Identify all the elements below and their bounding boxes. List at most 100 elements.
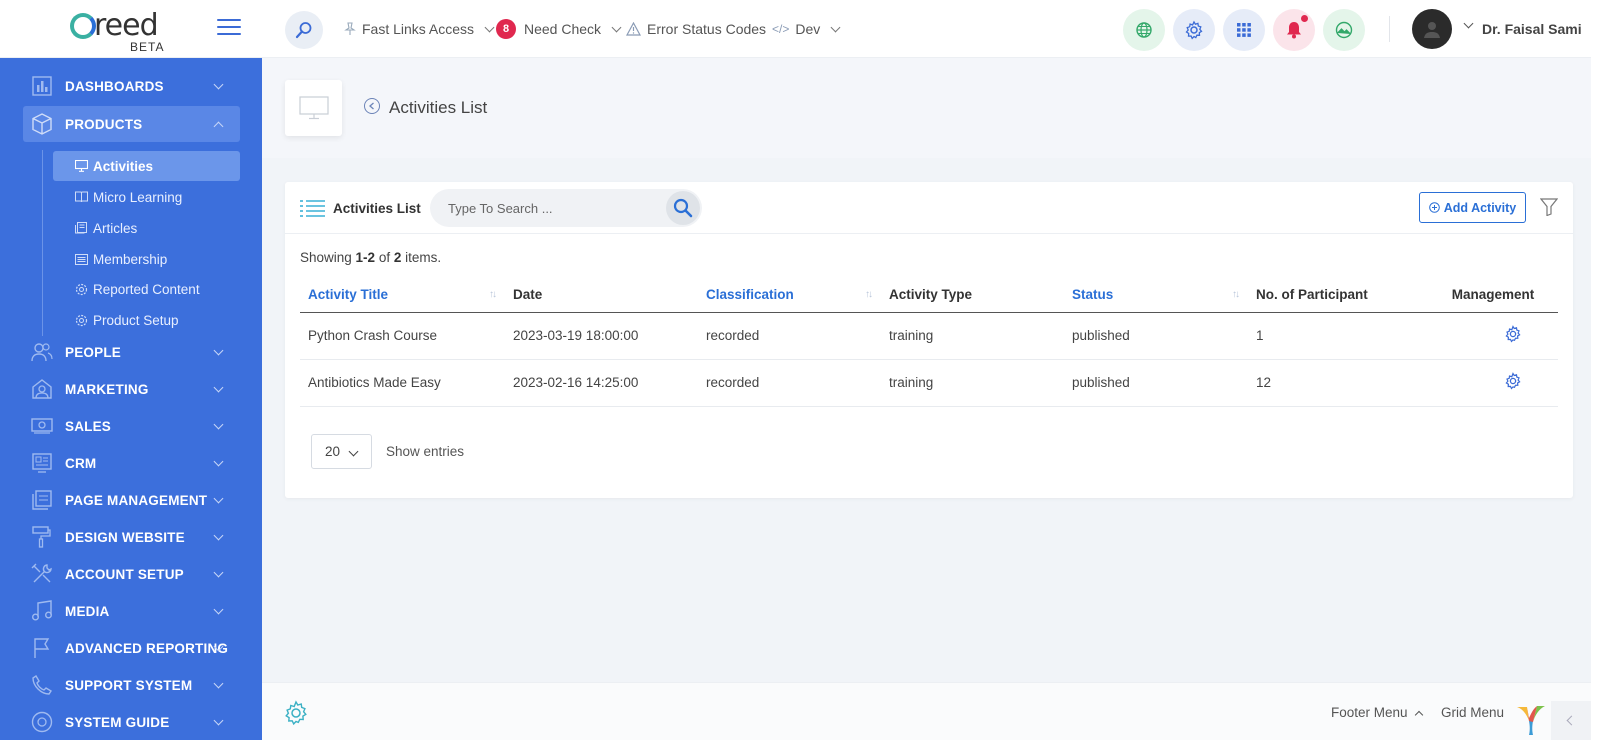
column-header-participants: No. of Participant bbox=[1248, 277, 1428, 313]
sidebar-item-account-setup[interactable]: ACCOUNT SETUP bbox=[23, 556, 240, 592]
sidebar-subitem-membership[interactable]: Membership bbox=[53, 244, 240, 274]
nav-need-check[interactable]: 8 Need Check bbox=[496, 0, 622, 58]
sidebar-item-label: DESIGN WEBSITE bbox=[65, 529, 185, 545]
chevron-up-icon bbox=[213, 121, 224, 132]
nav-dev[interactable]: </> Dev bbox=[772, 0, 841, 58]
cell-classification: recorded bbox=[698, 359, 881, 407]
sidebar-item-design-website[interactable]: DESIGN WEBSITE bbox=[23, 519, 240, 555]
logo-beta: BETA bbox=[130, 39, 165, 54]
sidebar-subitem-product-setup[interactable]: Product Setup bbox=[53, 305, 240, 335]
sidebar-item-support-system[interactable]: SUPPORT SYSTEM bbox=[23, 667, 240, 703]
collapse-panel-button[interactable] bbox=[1551, 701, 1591, 740]
cell-management bbox=[1428, 359, 1558, 407]
cell-title: Python Crash Course bbox=[300, 312, 505, 360]
gallery-button[interactable] bbox=[1323, 9, 1365, 51]
sidebar-item-dashboards[interactable]: DASHBOARDS bbox=[23, 68, 240, 104]
user-name[interactable]: Dr. Faisal Sami bbox=[1482, 21, 1582, 37]
box-icon bbox=[31, 113, 53, 135]
column-header-activity-title[interactable]: Activity Title ↑↓ bbox=[300, 277, 505, 313]
sidebar-item-advanced-reporting[interactable]: ADVANCED REPORTING bbox=[23, 630, 240, 666]
sidebar-item-media[interactable]: MEDIA bbox=[23, 593, 240, 629]
warning-icon bbox=[626, 22, 641, 36]
header-divider bbox=[1389, 16, 1390, 42]
footer bbox=[262, 682, 1600, 740]
settings-button[interactable] bbox=[1173, 9, 1215, 51]
menu-toggle-icon[interactable] bbox=[217, 18, 241, 37]
column-header-classification[interactable]: Classification ↑↓ bbox=[698, 277, 881, 313]
sidebar-item-label: CRM bbox=[65, 455, 97, 471]
paint-roller-icon bbox=[31, 526, 53, 548]
per-page-select[interactable]: 20 bbox=[311, 434, 372, 469]
sort-icon: ↑↓ bbox=[489, 289, 497, 300]
gear-icon[interactable] bbox=[1504, 325, 1522, 343]
back-button[interactable] bbox=[364, 98, 380, 114]
activities-table: Activity Title ↑↓ Date Classification ↑↓ A… bbox=[300, 277, 1558, 407]
column-header-status[interactable]: Status ↑↓ bbox=[1064, 277, 1248, 313]
sidebar-subitem-label: Articles bbox=[93, 220, 138, 236]
sidebar-item-label: SUPPORT SYSTEM bbox=[65, 677, 193, 693]
sidebar-item-label: MARKETING bbox=[65, 381, 149, 397]
chevron-down-icon bbox=[213, 567, 224, 578]
sidebar-subitem-reported-content[interactable]: Reported Content bbox=[53, 274, 240, 304]
plus-circle-icon bbox=[1428, 202, 1440, 213]
showing-prefix: Showing bbox=[300, 250, 356, 265]
grid-menu-toggle[interactable]: Grid Menu bbox=[1441, 705, 1505, 720]
add-activity-label: Add Activity bbox=[1443, 200, 1517, 215]
sidebar-item-marketing[interactable]: MARKETING bbox=[23, 371, 240, 407]
chevron-down-icon bbox=[213, 493, 224, 504]
filter-icon[interactable] bbox=[1540, 198, 1558, 216]
chevron-down-icon bbox=[213, 79, 224, 90]
user-menu-chevron-icon[interactable] bbox=[1463, 18, 1474, 29]
logo[interactable]: reed BETA bbox=[70, 7, 170, 54]
showing-suffix: items. bbox=[401, 250, 442, 265]
search-icon bbox=[673, 198, 693, 218]
cell-type: training bbox=[881, 359, 1064, 407]
notifications-button[interactable] bbox=[1273, 9, 1315, 51]
nav-error-status-codes[interactable]: Error Status Codes bbox=[626, 0, 766, 58]
gear-icon[interactable] bbox=[283, 700, 309, 726]
sidebar-item-label: PAGE MANAGEMENT bbox=[65, 492, 208, 508]
globe-icon bbox=[1136, 22, 1152, 38]
sidebar-item-sales[interactable]: SALES bbox=[23, 408, 240, 444]
sidebar-subitem-label: Membership bbox=[93, 251, 168, 267]
sidebar-item-system-guide[interactable]: SYSTEM GUIDE bbox=[23, 704, 240, 740]
sort-icon: ↑↓ bbox=[1232, 289, 1240, 300]
nav-label: Need Check bbox=[524, 21, 602, 37]
sidebar-item-crm[interactable]: CRM bbox=[23, 445, 240, 481]
marketing-icon bbox=[31, 378, 53, 400]
gear-icon[interactable] bbox=[1504, 372, 1522, 390]
apps-button[interactable] bbox=[1223, 9, 1265, 51]
people-icon bbox=[31, 341, 53, 363]
page-title-bar bbox=[262, 58, 1600, 158]
search-input[interactable] bbox=[430, 189, 660, 227]
search-button[interactable] bbox=[666, 191, 700, 225]
chevron-down-icon bbox=[611, 22, 622, 32]
nav-label: Error Status Codes bbox=[647, 21, 767, 37]
flag-icon bbox=[31, 637, 53, 659]
avatar[interactable] bbox=[1412, 9, 1452, 49]
sidebar-subitem-micro-learning[interactable]: Micro Learning bbox=[53, 182, 240, 212]
showing-summary: Showing 1-2 of 2 items. bbox=[300, 250, 441, 265]
list-icon bbox=[300, 200, 325, 217]
sidebar-item-label: MEDIA bbox=[65, 603, 110, 619]
sidebar-subitem-articles[interactable]: Articles bbox=[53, 213, 240, 243]
sidebar-item-products[interactable]: PRODUCTS bbox=[23, 106, 240, 142]
sidebar-item-people[interactable]: PEOPLE bbox=[23, 334, 240, 370]
logo-mark bbox=[70, 12, 96, 39]
gear-icon bbox=[75, 282, 89, 296]
sidebar-item-page-management[interactable]: PAGE MANAGEMENT bbox=[23, 482, 240, 518]
cell-date: 2023-02-16 14:25:00 bbox=[505, 359, 698, 407]
sidebar-subitem-activities[interactable]: Activities bbox=[53, 151, 240, 181]
chevron-left-icon bbox=[1566, 715, 1576, 726]
nav-fast-links[interactable]: Fast Links Access bbox=[344, 0, 495, 58]
table-row: Antibiotics Made Easy 2023-02-16 14:25:0… bbox=[300, 359, 1558, 407]
globe-button[interactable] bbox=[1123, 9, 1165, 51]
gear-icon bbox=[75, 313, 89, 327]
logo-word: reed bbox=[94, 7, 159, 43]
table-header-row: Activity Title ↑↓ Date Classification ↑↓ A… bbox=[300, 277, 1558, 313]
add-activity-button[interactable]: Add Activity bbox=[1419, 192, 1526, 223]
sort-icon: ↑↓ bbox=[865, 289, 873, 300]
footer-menu-toggle[interactable]: Footer Menu bbox=[1331, 705, 1423, 720]
chevron-down-icon bbox=[830, 22, 841, 32]
header-search-button[interactable] bbox=[285, 11, 323, 49]
